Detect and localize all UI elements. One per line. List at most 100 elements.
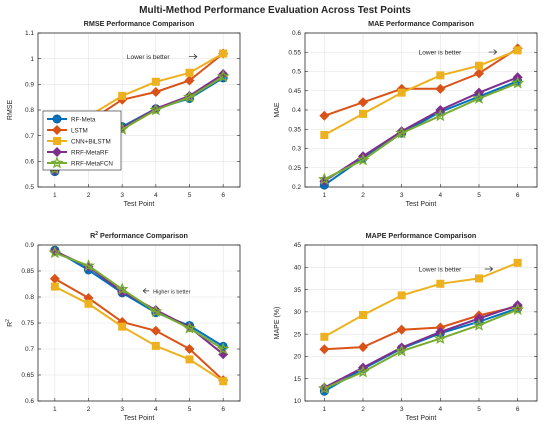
series-line-rrf-metafcn [54,251,224,350]
annotation-text: Lower is better [419,50,462,57]
y-tick-label: 30 [294,309,302,316]
data-point-cnn-bilstm [185,68,194,77]
legend-label: RRF-MetaFCN [71,160,113,167]
y-tick-label: 0.25 [288,165,301,172]
y-tick-label: 0.5 [292,69,301,76]
annotation-arrow [188,53,198,60]
legend-label: CNN+BiLSTM [71,138,111,145]
data-point-lstm [435,83,446,94]
data-point-rrf-metafcn [356,365,370,378]
x-tick-label: 3 [120,406,124,413]
data-point-rrf-metafcn [433,331,447,344]
data-point-lstm [184,343,195,355]
annotation-arrow [484,266,494,272]
x-tick-label: 1 [323,192,327,199]
series-line-lstm [54,277,224,381]
series-line-lstm [323,47,519,117]
y-tick-label: 0.9 [25,82,34,89]
data-point-cnn-bilstm [359,109,367,118]
legend-marker [53,137,61,145]
data-point-lstm [319,110,330,121]
data-point-lstm [357,97,369,108]
subplot-2: 0.2 0.25 0.3 0.35 0.4 0.45 0.5 0.55 0.6 1 2 3 4 5 6 Tes… [274,19,538,208]
data-point-cnn-bilstm [185,355,194,364]
data-point-rrf-metafcn [511,76,525,89]
y-axis-label: R2 [5,319,14,327]
y-tick-label: 0.35 [288,126,301,133]
y-tick-label: 0.3 [292,146,301,153]
series-line-rrf-metafcn [323,308,519,390]
figure-title: Multi-Method Performance Evaluation Acro… [139,5,411,16]
legend-label: LSTM [71,127,88,134]
data-point-lstm [396,324,407,335]
data-point-cnn-bilstm [436,279,445,288]
x-tick-label: 1 [323,406,327,413]
data-point-cnn-bilstm [320,332,329,341]
legend-marker [51,124,63,136]
series-line-rrf-metafcn [323,82,519,181]
series-line-cnn-bilstm [54,285,224,383]
y-axis-label: RMSE [7,100,14,121]
data-point-rrf-metafcn [216,342,230,355]
data-point-cnn-bilstm [151,77,160,86]
y-tick-label: 10 [294,398,302,405]
axes-frame [304,244,538,402]
data-point-lstm [150,87,161,98]
y-tick-label: 0.55 [288,49,301,56]
data-point-cnn-bilstm [397,88,406,97]
data-point-cnn-bilstm [84,299,93,308]
x-axis-label: Test Point [124,201,155,208]
y-tick-label: 0.9 [25,242,34,249]
data-point-cnn-bilstm [359,310,367,319]
y-tick-label: 0.4 [292,107,301,114]
legend-label: RF-Meta [71,116,96,123]
y-tick-label: 15 [294,376,302,383]
data-point-rrf-metafcn [472,91,486,104]
x-tick-label: 6 [516,192,520,199]
data-point-lstm [473,68,485,79]
series-line-rf-meta [323,307,519,393]
x-tick-label: 5 [477,192,481,199]
data-point-rrf-metafcn [149,304,163,317]
y-tick-label: 45 [294,242,302,249]
legend-label: RRF-MetaRF [71,149,109,156]
x-tick-label: 1 [53,406,57,413]
data-point-rrf-metafcn [183,321,196,334]
y-tick-label: 0.2 [292,184,301,191]
x-tick-label: 1 [53,192,57,199]
x-tick-label: 5 [188,192,192,199]
data-point-cnn-bilstm [118,91,127,100]
x-tick-label: 5 [188,406,192,413]
data-point-rrf-metafcn [182,90,197,103]
data-point-cnn-bilstm [219,377,228,386]
data-point-cnn-bilstm [219,49,228,58]
data-point-lstm [150,325,161,336]
series-line-rrf-metarf [323,304,519,389]
data-point-cnn-bilstm [475,61,483,70]
legend: RF-Meta LSTM CNN+BiLSTM RRF-MetaRF RRF-MetaF… [42,110,122,171]
y-tick-label: 25 [294,331,302,338]
x-tick-label: 4 [439,192,443,199]
subplot-title: MAE Performance Comparison [368,19,474,28]
data-point-cnn-bilstm [436,71,445,80]
annotation-text: Lower is better [419,267,462,274]
y-tick-label: 40 [294,264,302,271]
data-point-cnn-bilstm [397,291,406,300]
x-tick-label: 3 [400,406,404,413]
data-point-rrf-metafcn [511,302,525,316]
x-tick-label: 5 [477,406,481,413]
data-point-rrf-metafcn [317,381,331,395]
data-point-rrf-metafcn [82,259,95,272]
series-line-cnn-bilstm [323,261,519,338]
data-point-rrf-metafcn [395,126,409,139]
subplot-1: 0.5 0.6 0.7 0.8 0.9 1 1.1 1 2 3 4 5 6 Test Point RMSE R… [7,19,241,208]
legend-marker [52,114,62,124]
x-tick-label: 4 [154,192,158,199]
y-tick-label: 0.5 [25,184,34,191]
series-line-rf-meta [54,249,224,348]
data-point-lstm [319,344,330,355]
subplot-3: 0.6 0.65 0.7 0.75 0.8 0.85 0.9 1 2 3 4 5 6 Test Point… [5,231,241,422]
data-point-cnn-bilstm [320,131,329,140]
x-axis-label: Test Point [124,415,155,422]
